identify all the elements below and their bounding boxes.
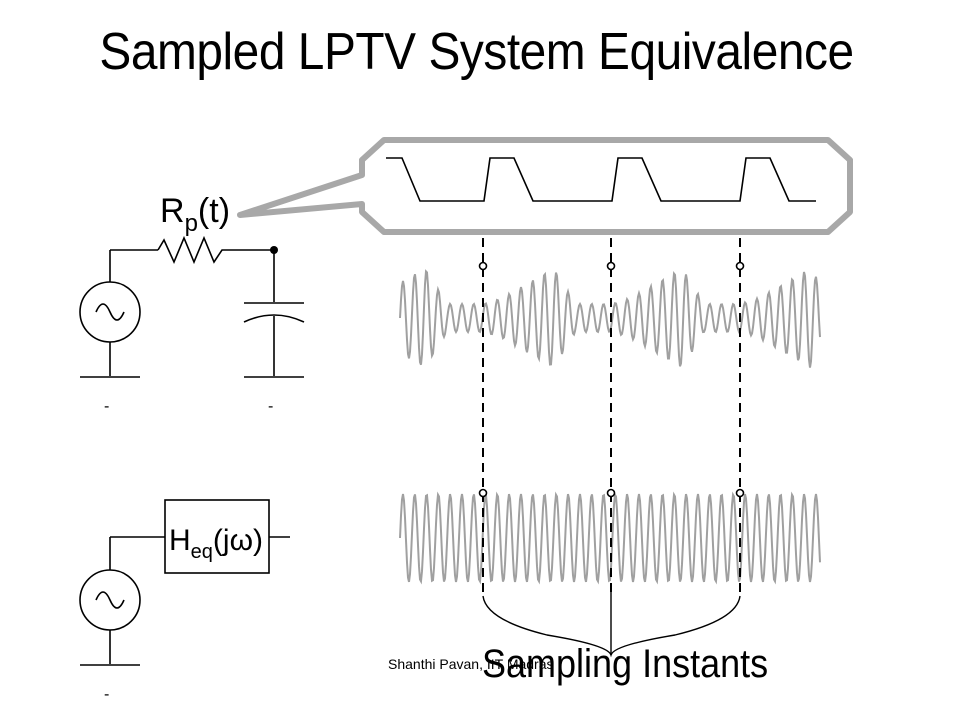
- sample-marker-bottom-1: [478, 488, 488, 498]
- bottom-circuit: [79, 499, 290, 666]
- resistor-label: Rp(t): [160, 192, 230, 237]
- node-dot: [270, 246, 278, 254]
- sample-marker-top-2: [606, 261, 616, 271]
- sample-marker-bottom-3: [735, 488, 745, 498]
- block-label-main: H: [169, 524, 191, 557]
- bottom-ground-mark: -: [104, 686, 109, 703]
- block-label-sub: eq: [191, 541, 213, 563]
- callout-outline: [237, 137, 853, 235]
- block-label: Heq(jω): [169, 524, 263, 563]
- resistor-zigzag: [157, 235, 228, 265]
- sample-markers: [478, 261, 745, 498]
- cap-ground-mark: -: [268, 398, 273, 415]
- resistor-label-main: R: [160, 192, 185, 230]
- top-ground-mark: -: [104, 398, 109, 415]
- resistor-label-tail: (t): [198, 192, 230, 230]
- sample-marker-top-1: [478, 261, 488, 271]
- bottom-ac-source-sine: [95, 591, 125, 609]
- block-label-tail: (jω): [213, 524, 263, 557]
- slide-footer: Shanthi Pavan, IIT Madras: [388, 656, 554, 672]
- sample-marker-bottom-2: [606, 488, 616, 498]
- sampling-instants-label: Sampling Instants: [482, 642, 769, 686]
- cap-plate-bottom: [243, 314, 305, 323]
- switching-waveform: [386, 157, 816, 202]
- callout-bubble: [237, 137, 853, 235]
- resistor-label-sub: p: [185, 210, 198, 237]
- top-circuit: [79, 235, 305, 378]
- slide-title: Sampled LPTV System Equivalence: [99, 23, 854, 81]
- top-ac-source-sine: [95, 303, 125, 321]
- sample-marker-top-3: [735, 261, 745, 271]
- bottom-sine-waveform: [399, 491, 821, 585]
